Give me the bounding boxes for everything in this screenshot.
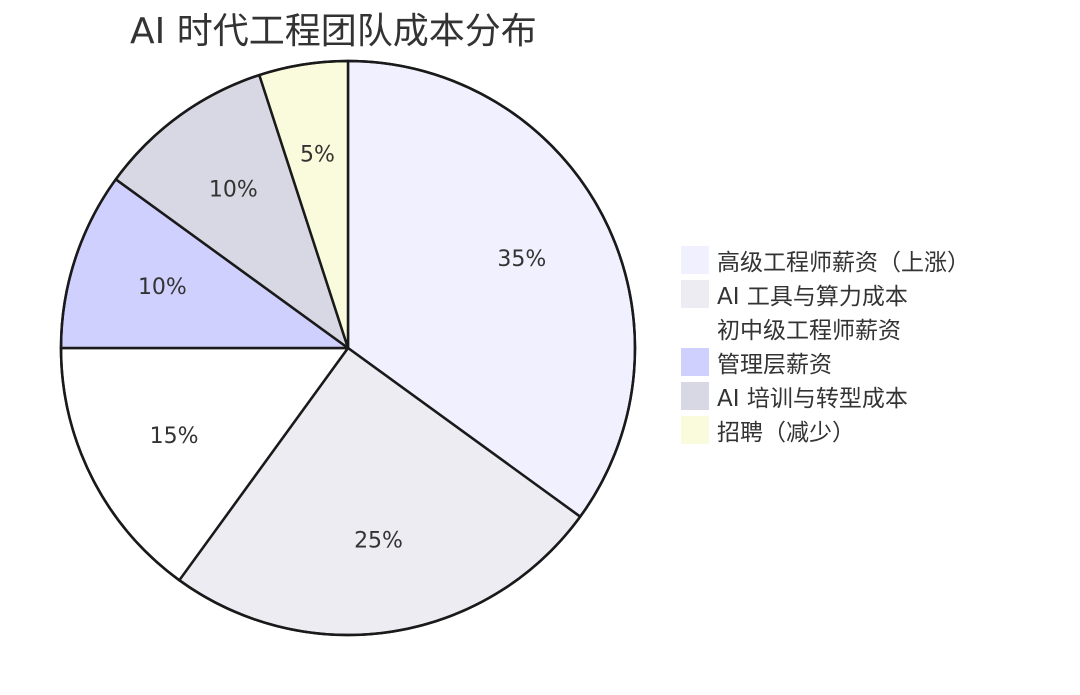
legend-label: AI 培训与转型成本 bbox=[717, 386, 908, 412]
legend-label: AI 工具与算力成本 bbox=[717, 284, 908, 310]
pie-slices bbox=[59, 59, 637, 637]
legend-item: 招聘（减少） bbox=[681, 413, 970, 447]
legend: 高级工程师薪资（上涨） AI 工具与算力成本 初中级工程师薪资 管理层薪资 AI 培训与… bbox=[681, 243, 970, 447]
legend-item: 高级工程师薪资（上涨） bbox=[681, 243, 970, 277]
legend-swatch bbox=[681, 246, 709, 274]
legend-label: 初中级工程师薪资 bbox=[717, 318, 901, 344]
slice-label: 15% bbox=[150, 424, 199, 449]
slice-label: 5% bbox=[300, 143, 335, 168]
legend-item: AI 培训与转型成本 bbox=[681, 379, 970, 413]
legend-item: 初中级工程师薪资 bbox=[681, 311, 970, 345]
legend-swatch bbox=[681, 280, 709, 308]
slice-label: 25% bbox=[354, 528, 403, 553]
legend-item: 管理层薪资 bbox=[681, 345, 970, 379]
slice-label: 35% bbox=[497, 247, 546, 272]
slice-label: 10% bbox=[209, 178, 258, 203]
legend-swatch bbox=[681, 382, 709, 410]
legend-label: 招聘（减少） bbox=[717, 420, 855, 446]
slice-label: 10% bbox=[138, 275, 187, 300]
legend-swatch bbox=[681, 416, 709, 444]
legend-swatch bbox=[681, 348, 709, 376]
chart-title: AI 时代工程团队成本分布 bbox=[130, 11, 537, 52]
legend-swatch bbox=[681, 314, 709, 342]
pie-labels: 35% 25% 15% 10% 10% 5% bbox=[138, 143, 546, 554]
legend-label: 管理层薪资 bbox=[717, 352, 832, 378]
pie-outline bbox=[59, 59, 637, 637]
legend-item: AI 工具与算力成本 bbox=[681, 277, 970, 311]
legend-label: 高级工程师薪资（上涨） bbox=[717, 250, 970, 276]
